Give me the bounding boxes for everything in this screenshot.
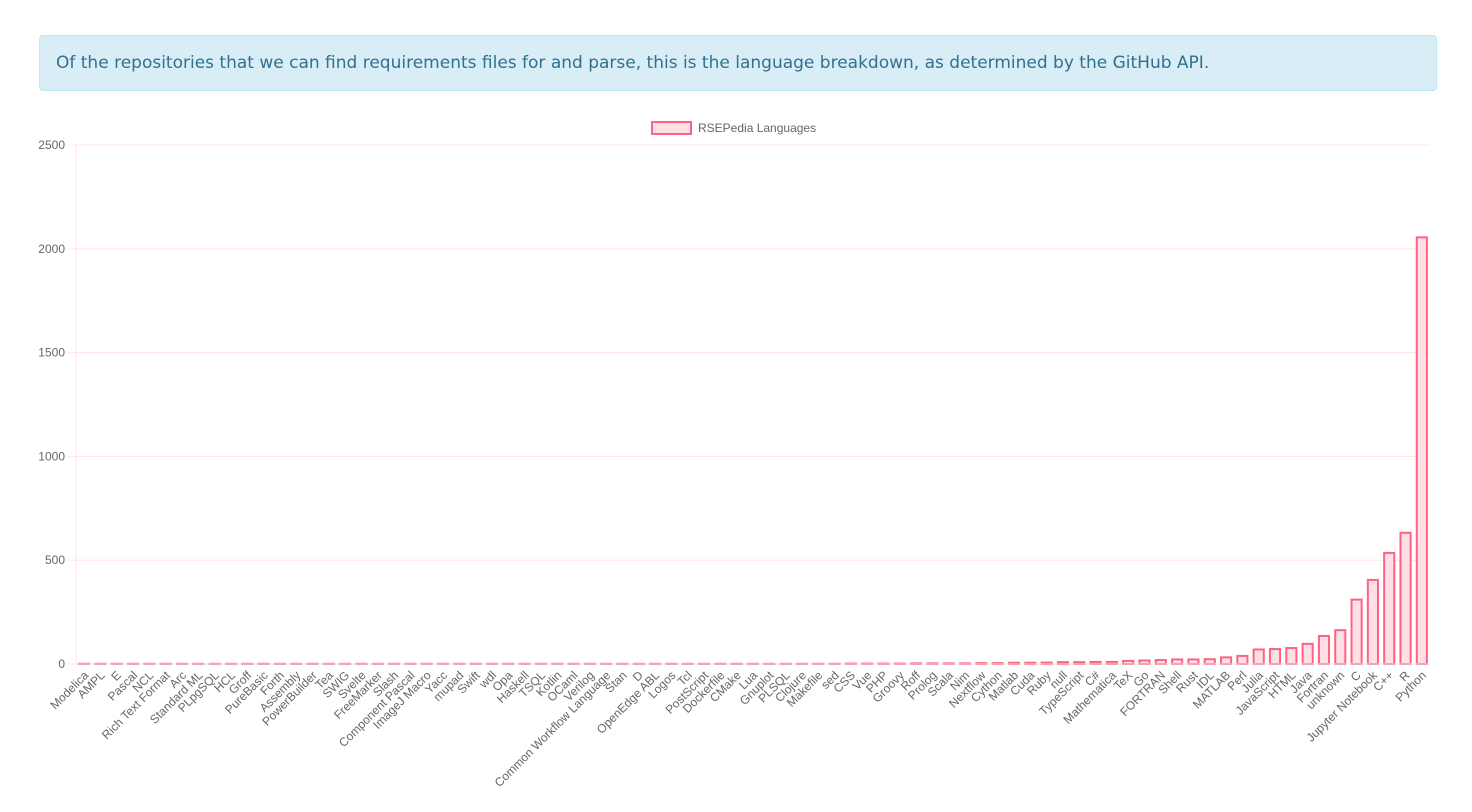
bar[interactable] [1399, 531, 1412, 666]
y-tick-label: 1500 [38, 346, 65, 360]
bar[interactable] [1171, 658, 1184, 665]
legend-swatch [651, 121, 692, 135]
banner-text: Of the repositories that we can find req… [56, 53, 1210, 73]
chart-bars [78, 236, 1428, 666]
bar[interactable] [1301, 642, 1314, 665]
y-axis: 0 500 1000 1500 2000 2500 [38, 138, 77, 671]
bar[interactable] [1415, 236, 1428, 666]
bar[interactable] [1285, 647, 1298, 665]
bar[interactable] [1268, 648, 1282, 665]
x-tick-label: C++ [1370, 668, 1396, 694]
bar[interactable] [1350, 598, 1363, 665]
chart-grid [76, 144, 1430, 665]
bar[interactable] [1317, 634, 1331, 665]
bar[interactable] [1220, 656, 1233, 666]
bar[interactable] [1252, 648, 1265, 666]
bar[interactable] [1383, 551, 1396, 666]
bar[interactable] [1154, 659, 1167, 666]
bar[interactable] [1203, 658, 1216, 666]
y-tick-label: 2000 [38, 242, 65, 256]
info-banner: Of the repositories that we can find req… [39, 35, 1437, 91]
y-tick-label: 2500 [38, 138, 65, 152]
y-tick-label: 500 [45, 553, 65, 567]
chart-legend[interactable]: RSEPedia Languages [651, 121, 816, 135]
bar[interactable] [1138, 659, 1151, 666]
y-tick-label: 0 [58, 657, 65, 671]
legend-label: RSEPedia Languages [698, 121, 816, 135]
y-tick-label: 1000 [38, 449, 65, 463]
bar[interactable] [1366, 578, 1379, 665]
bar[interactable] [1334, 629, 1347, 665]
bar[interactable] [1236, 654, 1249, 666]
bar[interactable] [1187, 658, 1200, 665]
